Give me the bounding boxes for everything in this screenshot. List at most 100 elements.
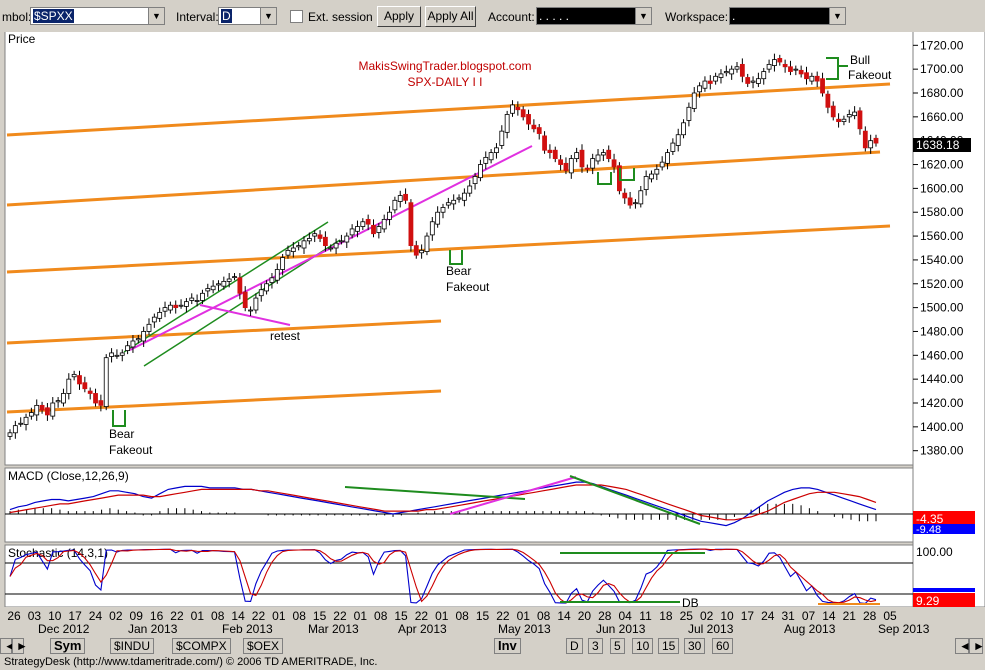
interval-tab-5[interactable]: 5 (610, 638, 625, 654)
macd-green-divergence-1 (344, 486, 526, 500)
mid-lower-channel-line (6, 319, 442, 345)
candle-body (173, 304, 179, 309)
tab-compx[interactable]: $COMPX (172, 638, 231, 654)
candle-body (403, 193, 408, 201)
fakeout-box-4 (619, 168, 635, 181)
workspace-value: . (732, 9, 736, 23)
candle-body (584, 167, 590, 170)
tab-indu[interactable]: $INDU (110, 638, 155, 654)
x-tick-label: 22 (415, 609, 429, 623)
candle-body (226, 278, 232, 282)
macd-readout-2: -9.48 (916, 524, 941, 536)
candle-body (435, 211, 441, 225)
scroll-right-icon[interactable]: ► (12, 638, 28, 654)
candle-body (809, 75, 815, 82)
interval-tab-10[interactable]: 10 (632, 638, 654, 654)
bear-fakeout-box-2 (449, 250, 463, 265)
account-select[interactable]: . . . . . ▼ (536, 7, 652, 25)
candle-body (312, 233, 318, 237)
x-tick-label: 14 (231, 609, 245, 623)
workspace-select[interactable]: . ▼ (729, 7, 846, 25)
bull-fakeout-bracket (826, 57, 839, 80)
x-month-label: Dec 2012 (38, 622, 90, 636)
x-tick-label: 22 (170, 609, 184, 623)
apply-button[interactable]: Apply (377, 6, 421, 27)
account-dropdown-icon[interactable]: ▼ (635, 8, 651, 24)
candle-body (793, 68, 799, 71)
interval-dropdown-icon[interactable]: ▼ (260, 8, 276, 24)
candle-body (248, 309, 253, 312)
y-tick-label: 1440.00 (920, 372, 964, 386)
scroll-end-left-icon[interactable]: ◄ (955, 638, 971, 654)
candle-body (841, 118, 847, 123)
tab-inv[interactable]: Inv (494, 638, 521, 654)
interval-tab-3[interactable]: 3 (588, 638, 603, 654)
x-month-label: Mar 2013 (308, 622, 359, 636)
ext-session-checkbox[interactable] (290, 10, 303, 23)
bear-label-2: Bear (446, 264, 471, 278)
candle-body (691, 92, 697, 109)
stoch-readout-value: 9.29 (916, 594, 940, 608)
candle-body (627, 197, 633, 206)
x-tick-label: 24 (761, 609, 775, 623)
x-month-label: Aug 2013 (784, 622, 836, 636)
interval-tab-60[interactable]: 60 (712, 638, 734, 654)
candle-body (531, 124, 537, 130)
scroll-end-right-icon[interactable]: ► (969, 638, 985, 654)
candle-body (280, 257, 286, 270)
x-tick-label: 03 (28, 609, 42, 623)
candle-body (804, 72, 809, 80)
bear-fakeout-label-2: Fakeout (446, 280, 490, 294)
symbol-dropdown-icon[interactable]: ▼ (148, 8, 164, 24)
x-tick-label: 17 (741, 609, 755, 623)
y-tick-label: 1540.00 (920, 253, 964, 267)
candle-body (772, 59, 777, 66)
x-tick-label: 18 (659, 609, 673, 623)
scroll-left-icon[interactable]: ◄ (0, 638, 16, 654)
interval-tab-30[interactable]: 30 (684, 638, 706, 654)
x-tick-label: 25 (680, 609, 694, 623)
candle-body (483, 156, 489, 164)
candle-body (216, 283, 221, 286)
y-tick-label: 1560.00 (920, 229, 964, 243)
upper-channel-line (6, 82, 891, 137)
candle-body (595, 154, 601, 162)
x-tick-label: 01 (354, 609, 368, 623)
candle-body (702, 80, 708, 89)
candle-body (536, 127, 542, 134)
candle-body (189, 297, 195, 301)
macd-signal-line (9, 484, 877, 521)
tab-sym[interactable]: Sym (50, 638, 86, 654)
candle-body (568, 158, 574, 174)
y-tick-label: 1660.00 (920, 110, 964, 124)
x-tick-label: 22 (252, 609, 266, 623)
y-tick-label: 1600.00 (920, 181, 964, 195)
tab-oex[interactable]: $OEX (243, 638, 284, 654)
interval-tab-d[interactable]: D (566, 638, 583, 654)
bull-fakeout-label: Fakeout (848, 68, 892, 82)
y-tick-label: 1520.00 (920, 277, 964, 291)
y-tick-label: 1460.00 (920, 348, 964, 362)
green-upper-trendline (123, 221, 329, 353)
candle-body (242, 291, 248, 309)
x-tick-label: 14 (822, 609, 836, 623)
candle-body (290, 247, 296, 252)
candle-body (451, 199, 457, 205)
workspace-dropdown-icon[interactable]: ▼ (829, 8, 845, 24)
candle-body (419, 249, 425, 254)
candle-body (820, 78, 825, 94)
x-axis-labels: 26 03 10 17 24 02 09 16 22 01 08 14 22 01 08 15 22 01 08 15… (7, 609, 897, 623)
symbol-input[interactable]: $SPXX ▼ (30, 7, 165, 25)
interval-select[interactable]: D ▼ (218, 7, 277, 25)
candle-body (649, 173, 654, 180)
symbol-label: mbol: (2, 10, 32, 24)
candle-body (18, 422, 24, 425)
candle-body (461, 192, 467, 201)
candle-body (622, 192, 628, 199)
interval-tab-15[interactable]: 15 (658, 638, 680, 654)
x-tick-label: 08 (211, 609, 225, 623)
x-tick-label: 15 (313, 609, 327, 623)
apply-all-button[interactable]: Apply All (425, 6, 476, 27)
x-tick-label: 10 (720, 609, 734, 623)
mid-upper-channel-line (6, 150, 881, 207)
